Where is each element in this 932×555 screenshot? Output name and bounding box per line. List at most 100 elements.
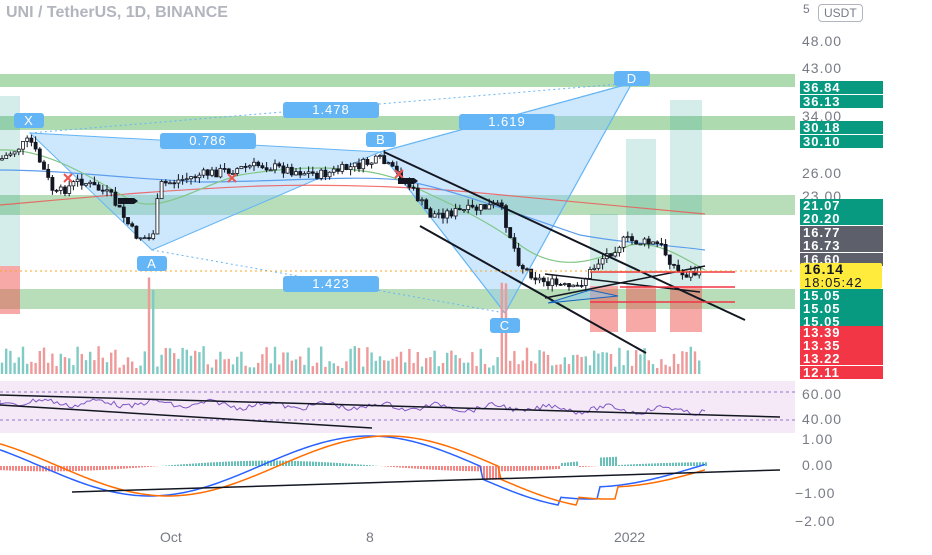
macd-hist-bar: [336, 463, 338, 466]
macd-hist-bar: [393, 466, 395, 467]
volume-bar: [589, 365, 591, 374]
macd-hist-bar: [249, 461, 251, 466]
macd-hist-bar: [84, 466, 86, 471]
candle-body: [244, 166, 247, 167]
candle-body: [34, 142, 37, 149]
macd-hist-bar: [360, 465, 362, 466]
candle-body: [353, 163, 356, 167]
candle-body: [68, 186, 71, 194]
ratio-label-0786: 0.786: [160, 133, 256, 149]
macd-hist-bar: [207, 463, 209, 466]
macd-hist-bar: [30, 466, 32, 471]
volume-bar: [467, 363, 469, 374]
macd-hist-bar: [492, 466, 494, 480]
candle-body: [526, 269, 529, 270]
macd-trendline[interactable]: [72, 470, 780, 492]
volume-bar: [240, 352, 242, 374]
candle-body: [51, 177, 54, 190]
volume-bar: [698, 361, 700, 374]
macd-hist-bar: [534, 466, 536, 470]
macd-hist-bar: [192, 464, 194, 466]
macd-hist-bar: [144, 466, 146, 467]
macd-hist-bar: [399, 466, 401, 468]
macd-hist-bar: [459, 466, 461, 471]
symbol-title[interactable]: UNI / TetherUS, 1D, BINANCE: [6, 4, 228, 22]
currency-button[interactable]: USDT: [818, 4, 863, 22]
macd-hist-bar: [462, 466, 464, 471]
macd-hist-bar: [603, 457, 605, 466]
candle-body: [253, 162, 256, 165]
ratio-label-1478: 1.478: [283, 102, 379, 118]
macd-hist-bar: [99, 466, 101, 470]
candle-body: [345, 164, 348, 169]
candle-body: [580, 285, 583, 286]
macd-hist-bar: [420, 466, 422, 469]
volume-bar: [139, 366, 141, 374]
candle-body: [97, 185, 100, 190]
volume-bar: [123, 365, 125, 374]
candle-body: [22, 141, 25, 149]
volume-bar: [22, 347, 24, 374]
macd-hist-bar: [237, 461, 239, 466]
volume-bar: [601, 352, 603, 374]
macd-hist-bar: [357, 464, 359, 466]
macd-hist-bar: [444, 466, 446, 470]
candle-body: [379, 156, 382, 157]
candle-body: [215, 170, 218, 177]
macd-hist-bar: [642, 464, 644, 466]
volume-bar: [26, 364, 28, 374]
current-price-tag[interactable]: 16.14 18:05:42: [800, 263, 882, 289]
macd-hist-bar: [33, 466, 35, 471]
candle-body: [227, 169, 230, 174]
candle-body: [236, 169, 239, 174]
volume-bar: [249, 367, 251, 374]
macd-hist-bar: [306, 461, 308, 466]
volume-bar: [358, 348, 360, 374]
macd-hist-bar: [0, 466, 2, 470]
candle-body: [135, 226, 138, 238]
macd-hist-bar: [219, 462, 221, 466]
rsi-tick-60: 60.00: [802, 386, 842, 402]
volume-bar: [228, 359, 230, 374]
volume-bar: [614, 367, 616, 374]
macd-tick-minus1: −1.00: [795, 485, 835, 501]
macd-hist-bar: [318, 462, 320, 466]
macd-hist-bar: [618, 465, 620, 466]
volume-bar: [135, 368, 137, 374]
price-chart[interactable]: [0, 0, 795, 550]
volume-bar: [43, 348, 45, 374]
volume-bar: [425, 358, 427, 374]
macd-hist-bar: [96, 466, 98, 470]
candle-body: [328, 172, 331, 177]
candle-body: [152, 234, 155, 239]
macd-hist-bar: [588, 466, 590, 467]
volume-bar: [597, 354, 599, 374]
macd-hist-bar: [561, 463, 563, 466]
macd-hist-bar: [675, 463, 677, 466]
macd-hist-bar: [471, 466, 473, 471]
volume-bar: [383, 360, 385, 374]
macd-hist-bar: [75, 466, 77, 471]
volume-bar: [207, 364, 209, 374]
macd-hist-bar: [321, 462, 323, 466]
macd-hist-bar: [216, 462, 218, 466]
volume-bar: [690, 347, 692, 374]
candle-body: [5, 155, 8, 158]
macd-hist-bar: [258, 461, 260, 466]
volume-bar: [627, 350, 629, 374]
candle-body: [635, 241, 638, 244]
macd-hist-bar: [351, 464, 353, 466]
macd-hist-bar: [411, 466, 413, 468]
position-box-2: [626, 139, 656, 286]
macd-hist-bar: [186, 464, 188, 466]
candle-body: [610, 254, 613, 256]
macd-hist-bar: [210, 462, 212, 466]
volume-bar: [391, 359, 393, 374]
volume-bar: [656, 368, 658, 374]
bar-countdown: 18:05:42: [804, 276, 882, 289]
candle-body: [143, 238, 146, 239]
volume-bar: [232, 364, 234, 374]
chart-area[interactable]: UNI / TetherUS, 1D, BINANCE X A B C D 1.…: [0, 0, 795, 550]
volume-bar: [282, 352, 284, 374]
macd-hist-bar: [168, 465, 170, 466]
